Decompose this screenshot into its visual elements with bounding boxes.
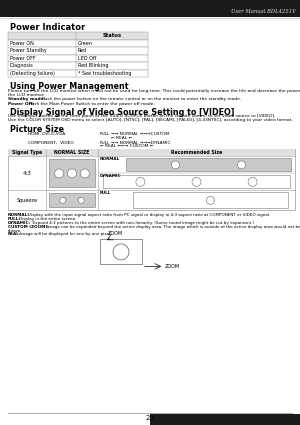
Circle shape bbox=[68, 169, 76, 178]
Text: Red: Red bbox=[78, 48, 87, 53]
Text: Signal Type: Signal Type bbox=[12, 150, 42, 156]
Text: shown.: shown. bbox=[8, 229, 22, 232]
Text: DYNAMIC: DYNAMIC bbox=[100, 174, 122, 178]
Text: COMPONENT,  VIDEO: COMPONENT, VIDEO bbox=[28, 141, 74, 145]
Circle shape bbox=[55, 169, 64, 178]
Bar bbox=[100, 239, 142, 264]
Bar bbox=[8, 70, 148, 77]
Circle shape bbox=[238, 161, 245, 169]
Text: the LCD monitor.: the LCD monitor. bbox=[8, 93, 44, 97]
Text: Use the COLOR SYSTEM OSD menu to select [AUTO], [NTSC], [PAL], [SECAM], [PAL60],: Use the COLOR SYSTEM OSD menu to select … bbox=[8, 118, 293, 122]
Circle shape bbox=[136, 177, 145, 187]
Text: NORMAL:: NORMAL: bbox=[8, 213, 30, 218]
Text: Power ON: Power ON bbox=[10, 41, 34, 46]
Bar bbox=[8, 62, 148, 70]
Text: Push the Main Power Switch to enter the power off mode.: Push the Main Power Switch to enter the … bbox=[29, 102, 155, 105]
Circle shape bbox=[80, 169, 89, 178]
Bar bbox=[8, 54, 148, 62]
Text: NORMAL: NORMAL bbox=[100, 157, 120, 162]
Text: LED Off: LED Off bbox=[78, 56, 96, 61]
Text: 25: 25 bbox=[146, 415, 154, 421]
Text: Picture Size: Picture Size bbox=[10, 125, 64, 134]
Bar bbox=[8, 150, 295, 210]
Text: REAL:: REAL: bbox=[8, 232, 22, 236]
Text: →→ NORMAL →→→CUSTOM: →→ NORMAL →→→CUSTOM bbox=[111, 132, 169, 136]
Text: User Manual BDL4251V: User Manual BDL4251V bbox=[231, 8, 296, 14]
Text: * See troubleshooting: * See troubleshooting bbox=[78, 71, 131, 76]
Bar bbox=[126, 159, 291, 171]
Text: Power Standby: Power Standby bbox=[10, 48, 47, 53]
Text: ZOOM: ZOOM bbox=[165, 264, 180, 269]
Text: ZOOM: ZOOM bbox=[108, 231, 123, 236]
Text: Green: Green bbox=[78, 41, 93, 46]
Text: Diagnosis: Diagnosis bbox=[10, 63, 34, 68]
Text: DYNAMIC:: DYNAMIC: bbox=[8, 221, 31, 225]
Text: NORMAL SIZE: NORMAL SIZE bbox=[54, 150, 90, 156]
Circle shape bbox=[60, 197, 66, 204]
Circle shape bbox=[248, 177, 257, 187]
Bar bbox=[103, 176, 290, 188]
Text: FULL: FULL bbox=[100, 132, 110, 136]
Bar bbox=[0, 0, 300, 17]
Bar bbox=[8, 150, 295, 156]
Text: →→ NORMAL →→→DYNAMIC: →→ NORMAL →→→DYNAMIC bbox=[111, 141, 170, 145]
Text: Please turn off the LCD monitor when it will not be used for long time. This cou: Please turn off the LCD monitor when it … bbox=[8, 89, 300, 93]
Text: Using Power Management: Using Power Management bbox=[10, 82, 128, 91]
Text: ← REAL ←: ← REAL ← bbox=[100, 136, 132, 140]
Bar bbox=[49, 193, 95, 207]
Text: 4:3: 4:3 bbox=[22, 171, 32, 176]
Bar bbox=[8, 47, 148, 54]
Bar bbox=[49, 159, 95, 187]
Text: (Detecting failure): (Detecting failure) bbox=[10, 71, 55, 76]
Text: CUSTOM (ZOOM):: CUSTOM (ZOOM): bbox=[8, 225, 49, 229]
Circle shape bbox=[192, 177, 201, 187]
Text: HDMI, DVI-D,VGA: HDMI, DVI-D,VGA bbox=[28, 132, 65, 136]
Circle shape bbox=[172, 161, 179, 169]
Circle shape bbox=[78, 197, 84, 204]
Text: Image can be expanded beyond the active display area. The image which is outside: Image can be expanded beyond the active … bbox=[47, 225, 300, 229]
Bar bbox=[8, 32, 148, 40]
Text: Display Signal of Video Source Setting to [VIDEO]: Display Signal of Video Source Setting t… bbox=[10, 108, 235, 116]
Text: FULL:: FULL: bbox=[8, 217, 21, 221]
Text: Power Indicator: Power Indicator bbox=[10, 23, 85, 32]
Text: Display with the input signal aspect ratio from PC signal or display in 4:3 aspe: Display with the input signal aspect rat… bbox=[28, 213, 270, 218]
Bar bbox=[150, 414, 300, 425]
Text: FULL: FULL bbox=[100, 191, 111, 196]
Text: Image will be displayed for one by one pixel.: Image will be displayed for one by one p… bbox=[20, 232, 112, 236]
Text: Use the input button on the front panel or the VIDEO SOURCE button on the remote: Use the input button on the front panel … bbox=[8, 114, 275, 118]
Text: ← REAL ←←→ CUSTOM ←: ← REAL ←←→ CUSTOM ← bbox=[100, 144, 153, 148]
Bar bbox=[133, 193, 288, 208]
Text: Push the power button on the remote control or on the monitor to enter the stand: Push the power button on the remote cont… bbox=[42, 97, 241, 102]
Text: Standby mode:: Standby mode: bbox=[8, 97, 45, 102]
Text: Power Off:: Power Off: bbox=[8, 102, 34, 105]
Text: Display in the entire screen.: Display in the entire screen. bbox=[19, 217, 76, 221]
Text: Red Blinking: Red Blinking bbox=[78, 63, 109, 68]
Bar bbox=[8, 40, 148, 47]
Text: Power OFF: Power OFF bbox=[10, 56, 36, 61]
Text: Squeeze: Squeeze bbox=[16, 198, 38, 203]
Text: FULL: FULL bbox=[100, 141, 110, 145]
Text: Recommended Size: Recommended Size bbox=[171, 150, 222, 156]
Text: Expand 4:3 pictures to the entire screen with non-linearity. (Some round image m: Expand 4:3 pictures to the entire screen… bbox=[30, 221, 254, 225]
Circle shape bbox=[113, 244, 129, 260]
Text: Status: Status bbox=[102, 33, 122, 38]
Circle shape bbox=[206, 196, 214, 204]
